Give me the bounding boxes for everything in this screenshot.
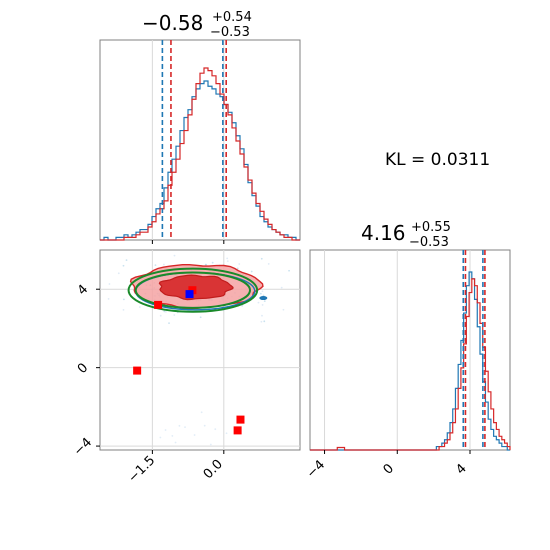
panel-top-left: −0.58 +0.54 −0.53: [99, 10, 301, 244]
bl-sample-dot: [138, 306, 141, 308]
bl-sample-dot: [163, 263, 165, 266]
bl-red-point: [236, 415, 245, 424]
panel-bottom-right-title-sup: +0.55: [411, 220, 451, 235]
bl-sample-dot: [261, 314, 263, 317]
bl-sample-dot: [204, 263, 207, 266]
br-xtick-label: −4: [304, 457, 328, 481]
panel-top-left-title-sup: +0.54: [212, 10, 252, 25]
bl-green-contour: [134, 271, 252, 309]
bl-sample-dot: [260, 257, 263, 260]
bl-sample-dot: [203, 424, 206, 427]
bl-sample-dot: [226, 260, 229, 263]
bl-red-point: [154, 300, 163, 309]
bl-sample-dot: [171, 435, 174, 437]
bl-sample-dot: [163, 310, 166, 313]
bl-sample-dot: [122, 298, 125, 301]
bl-sample-dot: [209, 443, 212, 446]
bl-blue-point: [185, 290, 194, 299]
bl-sample-dot: [225, 432, 228, 435]
bl-sample-dot: [250, 270, 253, 273]
bl-sample-dot: [193, 434, 196, 436]
bl-sample-dot: [168, 322, 170, 324]
bl-green-contour: [127, 267, 259, 313]
br-xtick-label: 0: [381, 461, 397, 477]
bl-ytick-label: 0: [75, 360, 91, 376]
bl-sample-dot: [184, 426, 186, 429]
bl-sample-dot: [259, 292, 262, 295]
bl-sample-dot: [173, 254, 176, 257]
panel-bottom-right-frame: [309, 249, 511, 451]
bl-sample-dot: [108, 283, 111, 285]
panel-top-left-title-sub: −0.53: [210, 25, 250, 40]
panel-bottom-left: −1.5 0.0 −4 0 4: [71, 249, 301, 486]
bl-sample-dot: [117, 272, 120, 275]
bl-sample-dot: [164, 310, 167, 313]
bl-blue-contour-small: [259, 296, 268, 301]
bl-sample-dot: [261, 290, 264, 293]
bl-sample-dot: [262, 294, 265, 297]
bl-sample-dot: [263, 320, 266, 323]
bl-sample-dot: [263, 300, 266, 303]
bl-red-point: [233, 426, 242, 435]
bl-sample-dot: [211, 261, 214, 264]
kl-annotation: KL = 0.0311: [385, 150, 490, 170]
bl-sample-dot: [282, 308, 285, 311]
panel-top-left-title: −0.58: [142, 11, 203, 35]
bl-xtick-label: −1.5: [125, 453, 158, 486]
bl-sample-dot: [107, 297, 110, 300]
bl-sample-dot: [178, 424, 181, 427]
br-xtick-label: 4: [453, 461, 469, 477]
bl-sample-dot: [260, 320, 263, 323]
panel-bottom-right-title: 4.16: [361, 221, 406, 245]
bl-sample-dot: [159, 314, 162, 317]
bl-sample-dot: [154, 264, 157, 267]
bl-sample-dot: [267, 263, 270, 265]
bl-xtick-label: 0.0: [201, 457, 226, 482]
br-hist-series-1: [310, 278, 511, 451]
bl-sample-dot: [236, 267, 239, 270]
bl-red-point: [133, 366, 142, 375]
panel-bottom-right: −4 0 4 4.16 +0.55 −0.53: [304, 220, 511, 482]
bl-sample-dot: [200, 411, 203, 414]
bl-sample-dot: [159, 436, 162, 439]
bl-sample-dot: [261, 304, 264, 306]
bl-sample-dot: [257, 301, 260, 304]
panel-top-left-frame: [99, 39, 301, 241]
bl-sample-dot: [173, 314, 176, 316]
panel-bottom-right-title-sub: −0.53: [409, 235, 449, 250]
bl-sample-dot: [122, 309, 125, 311]
bl-ytick-label: −4: [71, 435, 95, 459]
bl-sample-dot: [174, 441, 177, 444]
tl-hist-series-1: [100, 67, 300, 241]
bl-sample-dot: [238, 263, 241, 265]
bl-sample-dot: [280, 286, 283, 289]
bl-sample-dot: [199, 316, 202, 319]
bl-sample-dot: [122, 264, 125, 267]
bl-sample-dot: [214, 428, 217, 431]
bl-ytick-label: 4: [75, 282, 91, 298]
bl-sample-dot: [226, 257, 229, 260]
bl-sample-dot: [288, 269, 290, 272]
bl-sample-dot: [125, 259, 128, 262]
bl-sample-dot: [164, 429, 167, 431]
